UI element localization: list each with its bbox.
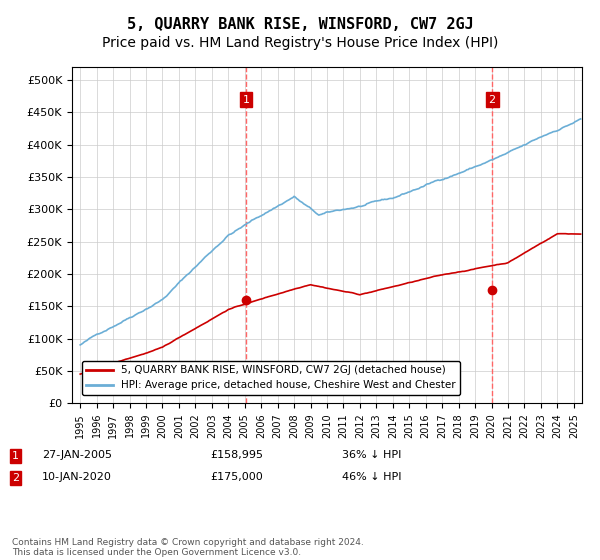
- Text: 27-JAN-2005: 27-JAN-2005: [42, 450, 112, 460]
- Text: 2: 2: [488, 95, 496, 105]
- Text: 46% ↓ HPI: 46% ↓ HPI: [342, 472, 401, 482]
- Text: 5, QUARRY BANK RISE, WINSFORD, CW7 2GJ: 5, QUARRY BANK RISE, WINSFORD, CW7 2GJ: [127, 17, 473, 32]
- Text: Contains HM Land Registry data © Crown copyright and database right 2024.
This d: Contains HM Land Registry data © Crown c…: [12, 538, 364, 557]
- Text: £175,000: £175,000: [210, 472, 263, 482]
- Text: 1: 1: [242, 95, 250, 105]
- Text: 10-JAN-2020: 10-JAN-2020: [42, 472, 112, 482]
- Text: 36% ↓ HPI: 36% ↓ HPI: [342, 450, 401, 460]
- Text: £158,995: £158,995: [210, 450, 263, 460]
- Legend: 5, QUARRY BANK RISE, WINSFORD, CW7 2GJ (detached house), HPI: Average price, det: 5, QUARRY BANK RISE, WINSFORD, CW7 2GJ (…: [82, 361, 460, 395]
- Text: Price paid vs. HM Land Registry's House Price Index (HPI): Price paid vs. HM Land Registry's House …: [102, 36, 498, 50]
- Text: 1: 1: [12, 451, 19, 461]
- Text: 2: 2: [12, 473, 19, 483]
